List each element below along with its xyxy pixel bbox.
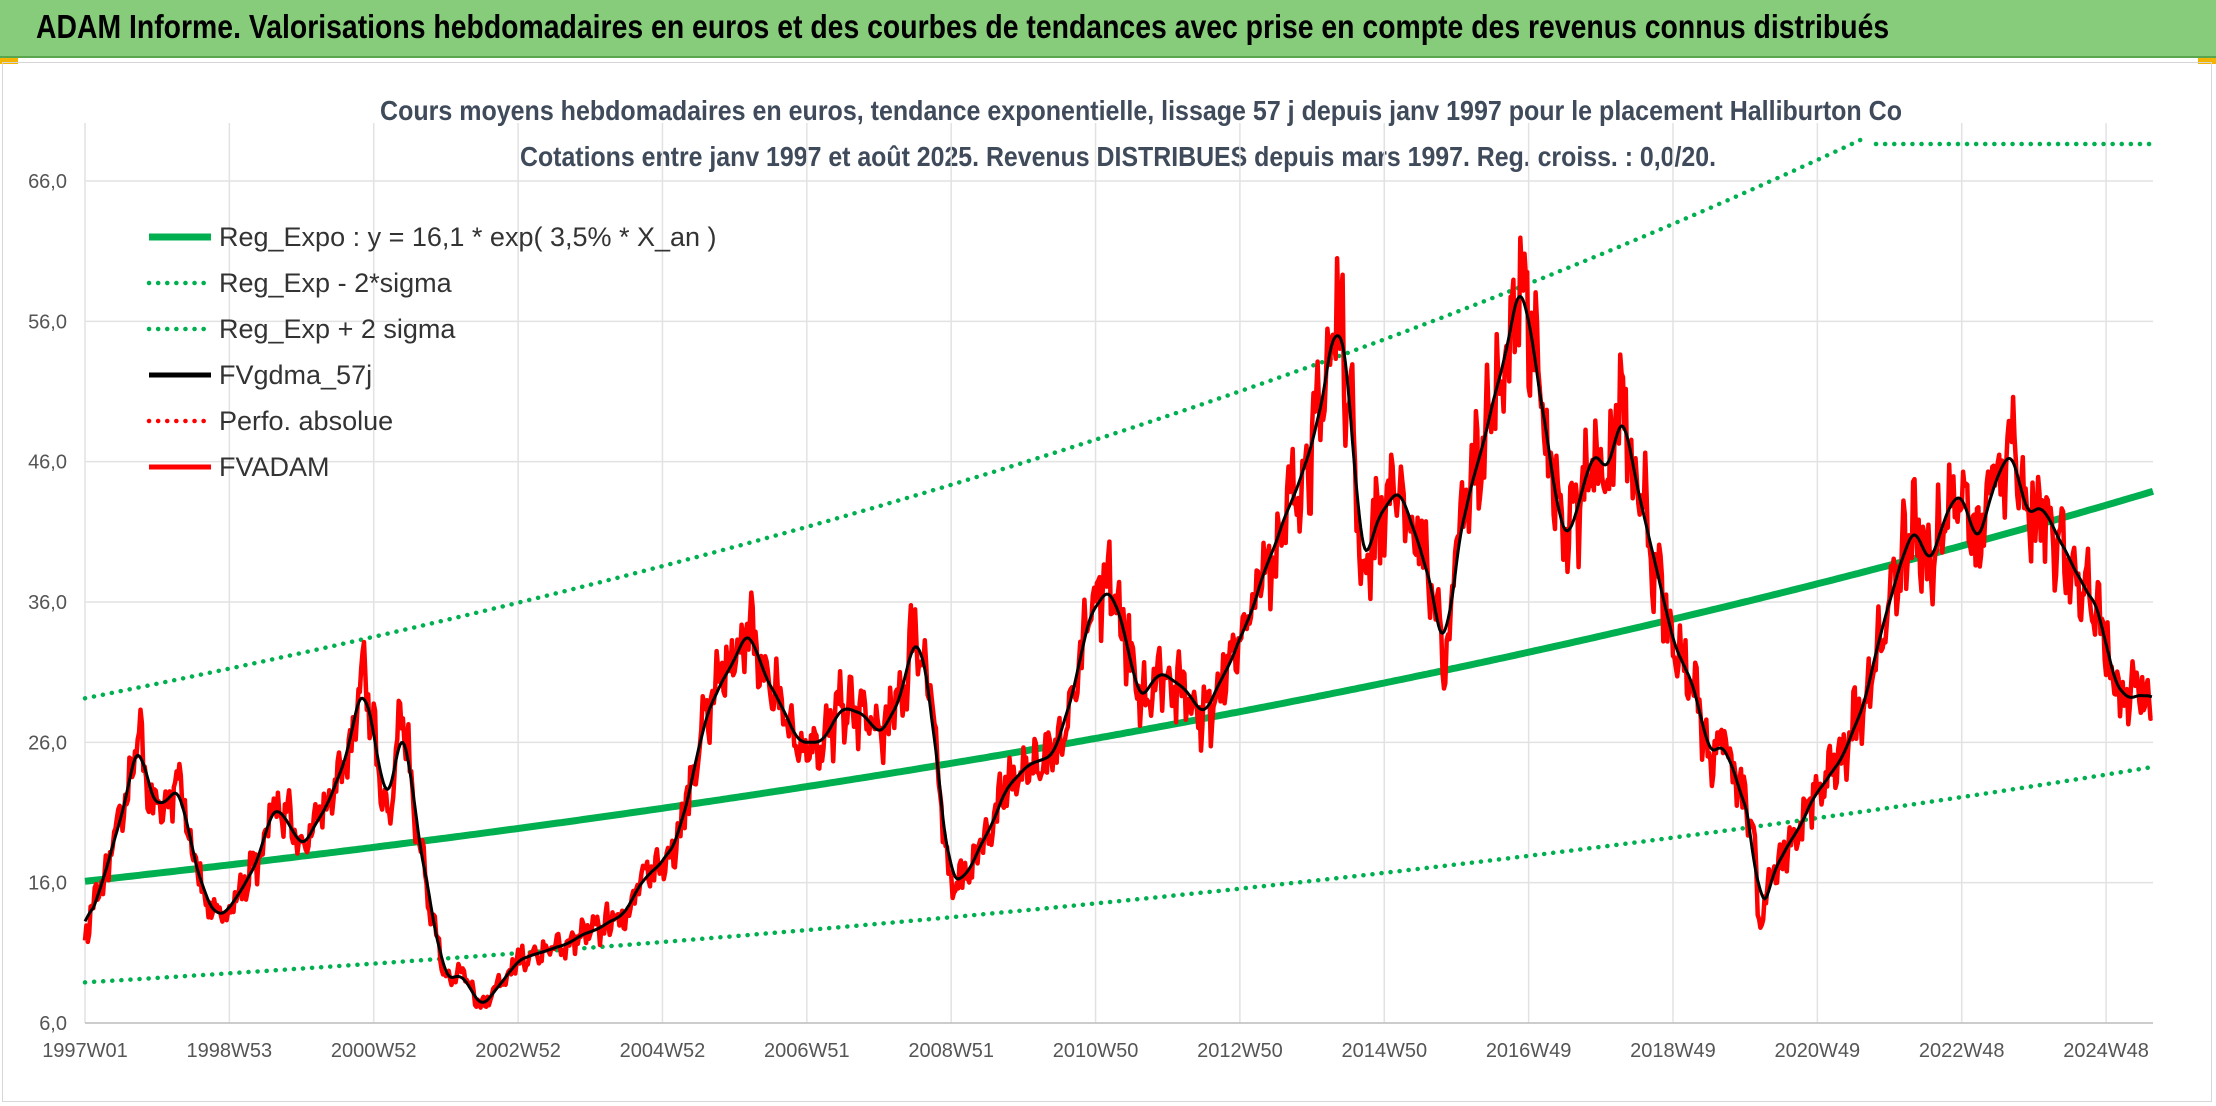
legend-label-price: FVADAM (219, 452, 330, 482)
x-tick-label: 2014W50 (1341, 1040, 1427, 1062)
x-tick-label: 1998W53 (187, 1040, 273, 1062)
legend-label-reg_low: Reg_Exp - 2*sigma (219, 268, 453, 298)
x-tick-label: 1997W01 (42, 1040, 128, 1062)
x-tick-label: 2018W49 (1630, 1040, 1716, 1062)
chart-title-line-1: Cours moyens hebdomadaires en euros, ten… (380, 95, 1902, 126)
x-tick-label: 2010W50 (1053, 1040, 1139, 1062)
legend-label-reg: Reg_Expo : y = 16,1 * exp( 3,5% * X_an ) (219, 222, 717, 252)
legend-label-reg_high: Reg_Exp + 2 sigma (219, 314, 456, 344)
report-title: ADAM Informe. Valorisations hebdomadaire… (36, 8, 1890, 45)
x-tick-label: 2016W49 (1486, 1040, 1572, 1062)
x-tick-label: 2020W49 (1775, 1040, 1861, 1062)
legend-label-smooth: FVgdma_57j (219, 360, 372, 390)
x-tick-label: 2022W48 (1919, 1040, 2005, 1062)
y-tick-label: 26,0 (28, 732, 67, 754)
y-tick-label: 56,0 (28, 311, 67, 333)
y-tick-label: 16,0 (28, 873, 67, 895)
x-tick-label: 2004W52 (620, 1040, 706, 1062)
series-fvgdma-57j (83, 294, 2153, 1004)
chart-title-line-2: Cotations entre janv 1997 et août 2025. … (520, 141, 1716, 172)
x-tick-label: 2006W51 (764, 1040, 850, 1062)
x-tick-label: 2002W52 (475, 1040, 561, 1062)
x-tick-label: 2000W52 (331, 1040, 417, 1062)
x-tick-label: 2008W51 (908, 1040, 994, 1062)
y-tick-label: 46,0 (28, 452, 67, 474)
chart-svg: Cours moyens hebdomadaires en euros, ten… (28, 95, 2156, 1062)
x-tick-label: 2024W48 (2063, 1040, 2149, 1062)
report-banner: ADAM Informe. Valorisations hebdomadaire… (0, 0, 2216, 58)
x-tick-label: 2012W50 (1197, 1040, 1283, 1062)
series-reg-expo (84, 487, 2155, 885)
y-tick-label: 36,0 (28, 592, 67, 614)
y-tick-label: 66,0 (28, 171, 67, 193)
series-reg-exp-minus-2sigma (82, 764, 2156, 985)
corner-marker-right (2198, 58, 2216, 64)
y-tick-label: 6,0 (39, 1013, 67, 1035)
chart-area: Cours moyens hebdomadaires en euros, ten… (2, 62, 2212, 1102)
series-reg-exp-plus-2sigma (82, 134, 1871, 701)
series-fvadam (82, 235, 2154, 1010)
corner-marker-left (0, 58, 18, 64)
legend-label-perf: Perfo. absolue (219, 406, 393, 436)
